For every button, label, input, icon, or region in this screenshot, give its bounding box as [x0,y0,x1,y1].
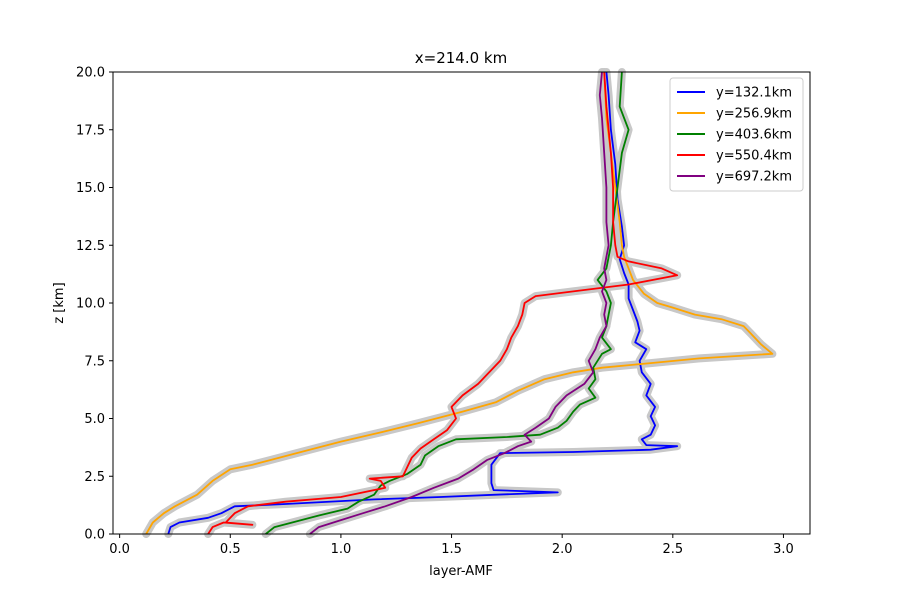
y-tick-label: 20.0 [76,66,105,81]
y-tick-label: 7.5 [84,354,105,369]
y-axis: 0.0 2.5 5.0 7.5 10.0 12.5 15.0 17.5 20.0 [76,66,113,543]
y-tick-label: 5.0 [84,412,105,427]
y-tick-label: 2.5 [84,470,105,485]
series-line-4 [309,71,610,535]
x-tick-label: 0.5 [220,542,241,557]
y-tick-label: 12.5 [76,239,105,254]
legend-label-0: y=132.1km [716,86,792,101]
legend-label-3: y=550.4km [716,149,792,164]
x-tick-label: 2.0 [552,542,573,557]
y-tick-label: 10.0 [76,297,105,312]
series-line-0 [167,71,679,535]
x-tick-label: 1.0 [331,542,352,557]
legend: y=132.1km y=256.9km y=403.6km y=550.4km y=69… [669,77,804,192]
legend-label-1: y=256.9km [716,107,792,122]
y-tick-label: 0.0 [84,528,105,543]
y-axis-title: z [km] [52,282,67,323]
series-lines [145,71,774,535]
x-axis: 0.0 0.5 1.0 1.5 2.0 2.5 3.0 [109,534,794,557]
legend-label-2: y=403.6km [716,128,792,143]
x-tick-label: 3.0 [773,542,794,557]
x-tick-label: 1.5 [441,542,462,557]
y-tick-label: 15.0 [76,181,105,196]
series-line-3 [207,71,679,535]
x-tick-label: 0.0 [109,542,130,557]
chart-title: x=214.0 km [415,49,507,67]
x-axis-title: layer-AMF [429,564,493,579]
legend-box [669,77,804,192]
x-tick-label: 2.5 [662,542,683,557]
legend-label-4: y=697.2km [716,170,792,185]
y-tick-label: 17.5 [76,123,105,138]
